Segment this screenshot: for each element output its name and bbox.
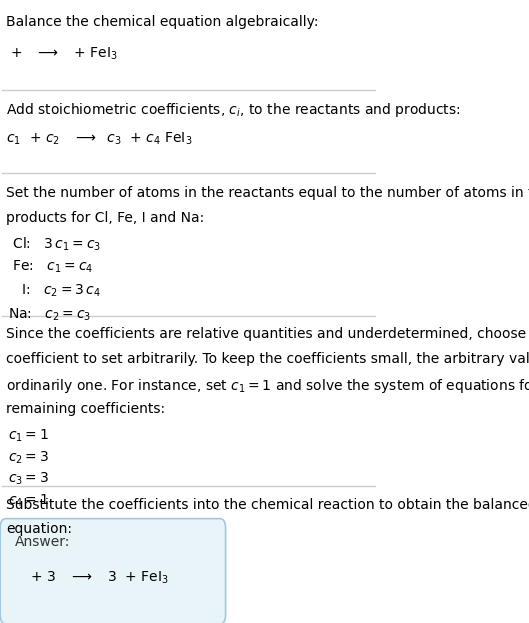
Text: Cl:   $3\, c_1 = c_3$: Cl: $3\, c_1 = c_3$	[7, 235, 101, 253]
Text: $c_4 = 1$: $c_4 = 1$	[7, 493, 49, 509]
Text: Set the number of atoms in the reactants equal to the number of atoms in the: Set the number of atoms in the reactants…	[6, 186, 529, 200]
Text: Add stoichiometric coefficients, $c_i$, to the reactants and products:: Add stoichiometric coefficients, $c_i$, …	[6, 101, 460, 119]
Text: coefficient to set arbitrarily. To keep the coefficients small, the arbitrary va: coefficient to set arbitrarily. To keep …	[6, 352, 529, 366]
Text: Fe:   $c_1 = c_4$: Fe: $c_1 = c_4$	[7, 259, 93, 275]
Text: +   $\longrightarrow$   + FeI$_3$: + $\longrightarrow$ + FeI$_3$	[6, 45, 118, 62]
Text: remaining coefficients:: remaining coefficients:	[6, 402, 165, 416]
Text: $c_3 = 3$: $c_3 = 3$	[7, 471, 49, 487]
Text: Substitute the coefficients into the chemical reaction to obtain the balanced: Substitute the coefficients into the che…	[6, 498, 529, 511]
Text: Since the coefficients are relative quantities and underdetermined, choose a: Since the coefficients are relative quan…	[6, 327, 529, 341]
Text: I:   $c_2 = 3\, c_4$: I: $c_2 = 3\, c_4$	[7, 283, 101, 299]
Text: equation:: equation:	[6, 522, 72, 536]
Text: + 3   $\longrightarrow$   3  + FeI$_3$: + 3 $\longrightarrow$ 3 + FeI$_3$	[26, 570, 169, 586]
Text: Na:   $c_2 = c_3$: Na: $c_2 = c_3$	[7, 306, 90, 323]
Text: $c_2 = 3$: $c_2 = 3$	[7, 449, 49, 465]
Text: Answer:: Answer:	[15, 535, 70, 549]
Text: Balance the chemical equation algebraically:: Balance the chemical equation algebraica…	[6, 16, 318, 29]
Text: $c_1$  + $c_2$   $\longrightarrow$  $c_3$  + $c_4$ FeI$_3$: $c_1$ + $c_2$ $\longrightarrow$ $c_3$ + …	[6, 131, 192, 147]
Text: ordinarily one. For instance, set $c_1 = 1$ and solve the system of equations fo: ordinarily one. For instance, set $c_1 =…	[6, 377, 529, 395]
Text: $c_1 = 1$: $c_1 = 1$	[7, 427, 49, 444]
Text: products for Cl, Fe, I and Na:: products for Cl, Fe, I and Na:	[6, 211, 204, 225]
FancyBboxPatch shape	[0, 518, 225, 623]
